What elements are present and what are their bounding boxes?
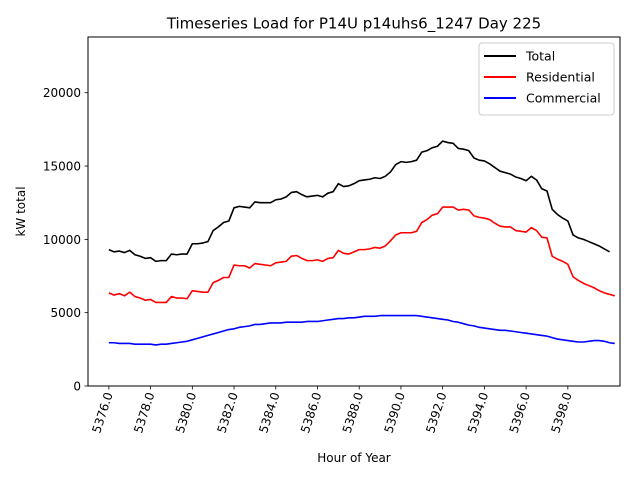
y-tick-label: 10000	[43, 233, 81, 247]
y-tick-label: 0	[73, 380, 81, 394]
series-line-total	[108, 140, 610, 263]
y-axis: 0 5000 10000 15000 20000	[43, 86, 88, 394]
y-axis-label: kW total	[14, 186, 28, 236]
plot-area	[87, 36, 621, 387]
series-line-commercial	[108, 314, 615, 346]
series-line-residential	[108, 206, 615, 304]
plot-frame	[87, 36, 621, 387]
chart-title: Timeseries Load for P14U p14uhs6_1247 Da…	[166, 15, 541, 34]
legend: Total Residential Commercial	[478, 42, 615, 116]
legend-label-residential: Residential	[526, 70, 595, 85]
legend-label-commercial: Commercial	[526, 91, 601, 106]
legend-label-total: Total	[525, 49, 555, 64]
x-axis-label: Hour of Year	[317, 451, 391, 465]
y-tick-label: 5000	[50, 306, 81, 320]
y-tick-label: 20000	[43, 86, 81, 100]
series-layer	[108, 140, 615, 346]
y-tick-label: 15000	[43, 160, 81, 174]
